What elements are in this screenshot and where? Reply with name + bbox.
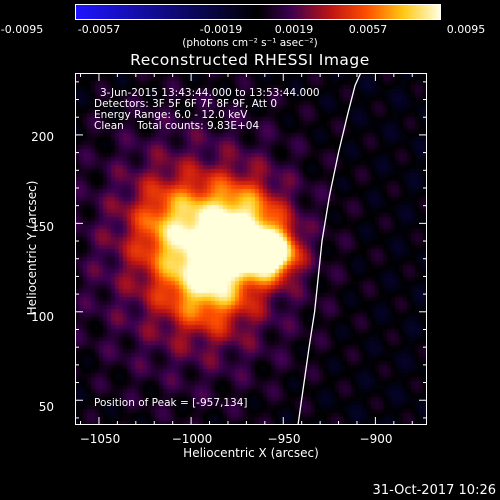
plot-axes xyxy=(75,73,427,425)
x-tick-label: −1000 xyxy=(171,432,213,446)
x-axis-label: Heliocentric X (arcsec) xyxy=(183,446,319,460)
colorbar-tick-label: 0.0057 xyxy=(348,23,388,36)
x-tick-label: −900 xyxy=(359,432,393,446)
solar-limb-line xyxy=(297,73,362,425)
rhessi-image-map xyxy=(75,73,427,425)
y-axis-label: Heliocentric Y (arcsec) xyxy=(25,180,39,316)
plot-frame xyxy=(75,73,427,425)
y-tick-label: 150 xyxy=(31,220,54,234)
colorbar-tick-label: 0.0019 xyxy=(274,23,314,36)
colorbar-tick-label: -0.0095 xyxy=(0,23,44,36)
y-tick-label: 50 xyxy=(38,400,54,414)
colorbar-tick-label: 0.0095 xyxy=(446,23,486,36)
x-tick-label: −1050 xyxy=(79,432,121,446)
colorbar xyxy=(75,4,441,20)
x-tick-label: −950 xyxy=(267,432,301,446)
colorbar-tick-label: -0.0057 xyxy=(77,23,121,36)
clean-counts-label: Clean Total counts: 9.83E+04 xyxy=(94,120,260,132)
colorbar-units: (photons cm⁻² s⁻¹ asec⁻²) xyxy=(182,37,318,49)
detectors-label: Detectors: 3F 5F 6F 7F 8F 9F, Att 0 xyxy=(94,98,278,110)
y-tick-label: 100 xyxy=(31,310,54,324)
peak-position-label: Position of Peak = [-957,134] xyxy=(94,397,248,409)
plot-title: Reconstructed RHESSI Image xyxy=(130,51,370,69)
energy-range-label: Energy Range: 6.0 - 12.0 keV xyxy=(94,109,248,121)
plot-date-label: 31-Oct-2017 10:26 xyxy=(372,483,496,498)
colorbar-tick-label: -0.0019 xyxy=(199,23,243,36)
time-range-label: 3-Jun-2015 13:43:44.000 to 13:53:44.000 xyxy=(100,87,320,99)
y-tick-label: 200 xyxy=(31,130,54,144)
